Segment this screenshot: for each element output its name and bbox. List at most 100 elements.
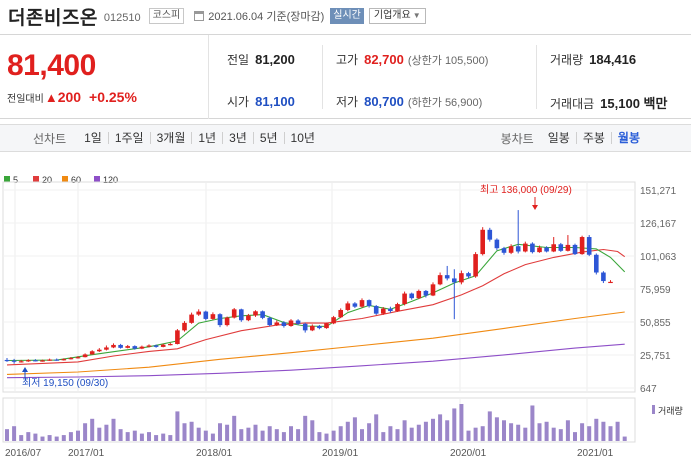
tab-5y[interactable]: 5년 xyxy=(254,132,285,144)
candle-body xyxy=(182,322,187,331)
candle-body xyxy=(437,275,443,285)
stat-high: 고가 82,700 (상한가 105,500) xyxy=(336,51,488,68)
volume-bar xyxy=(594,418,599,441)
volume-bar xyxy=(210,433,215,441)
volume-bar xyxy=(416,424,421,441)
x-tick-label: 2018/01 xyxy=(196,448,233,459)
volume-bar xyxy=(466,430,471,441)
candle-body xyxy=(537,247,542,253)
line-chart-label: 선차트 xyxy=(33,131,67,146)
ma60-line xyxy=(6,311,625,375)
candle-body xyxy=(366,300,372,307)
volume-bar xyxy=(352,417,357,441)
stock-name: 더존비즈온 xyxy=(8,7,98,29)
candle-body xyxy=(196,311,201,315)
volume-bar xyxy=(12,426,17,441)
stat-low: 저가 80,700 (하한가 56,900) xyxy=(336,93,482,110)
volume-bar xyxy=(374,414,379,441)
candle-body xyxy=(501,248,507,253)
min-annotation: 최저 19,150 (09/30) xyxy=(22,367,108,389)
candle-layer xyxy=(4,210,613,364)
volume-bar xyxy=(317,432,322,441)
volume-bar xyxy=(196,427,201,441)
candle-body xyxy=(224,317,230,326)
candle-body xyxy=(288,320,294,327)
candle-body xyxy=(395,304,400,312)
change-label: 전일대비 xyxy=(7,94,44,105)
volume-bar xyxy=(516,424,521,441)
ma-legend: 5 20 60 120 xyxy=(4,175,118,185)
candle-body xyxy=(331,317,336,324)
x-tick-label: 2020/01 xyxy=(450,448,487,459)
volume-bar xyxy=(267,426,272,441)
candle-body xyxy=(54,359,59,361)
y-tick-label: 647 xyxy=(640,384,657,395)
candle-body xyxy=(530,243,535,253)
tab-10y[interactable]: 10년 xyxy=(290,131,315,145)
volume-bar xyxy=(281,432,286,441)
candle-body xyxy=(373,306,379,314)
candle-chart-label: 봉차트 xyxy=(500,131,534,146)
market-badge: 코스피 xyxy=(148,8,185,24)
volume-bar xyxy=(558,429,563,441)
candle-body xyxy=(267,317,272,326)
current-price: 81,400 xyxy=(7,49,96,82)
candle-body xyxy=(444,275,450,279)
candle-body xyxy=(18,361,24,363)
candle-body xyxy=(11,360,17,362)
volume-bar xyxy=(480,426,485,441)
tab-3y[interactable]: 3년 xyxy=(223,132,254,144)
tab-1d[interactable]: 1일 xyxy=(78,132,109,144)
candle-body xyxy=(459,273,464,283)
volume-bar xyxy=(54,436,59,441)
candle-body xyxy=(210,314,216,319)
candle-body xyxy=(295,320,301,324)
ma60-legend-swatch xyxy=(62,176,68,182)
x-tick-label: 2019/01 xyxy=(322,448,359,459)
company-info-button[interactable]: 기업개요 ▼ xyxy=(368,8,426,24)
candle-body xyxy=(82,354,88,358)
tab-1y[interactable]: 1년 xyxy=(192,132,224,144)
high-value: 82,700 xyxy=(364,52,404,67)
volume-bar xyxy=(338,426,343,441)
volume-bar xyxy=(147,432,151,441)
y-tick-label: 50,855 xyxy=(640,318,671,329)
volume-bar xyxy=(409,427,414,441)
low-value: 80,700 xyxy=(364,94,404,109)
volume-bar xyxy=(487,411,492,441)
volume-bar xyxy=(225,424,230,441)
volume-bar xyxy=(580,423,585,441)
volume-bar xyxy=(83,423,88,441)
candle-body xyxy=(68,358,74,360)
candle-body xyxy=(565,244,571,251)
candle-body xyxy=(324,323,329,329)
min-annotation-label: 최저 19,150 (09/30) xyxy=(22,377,108,389)
realtime-button[interactable]: 실시간 xyxy=(330,8,364,24)
volume-bar xyxy=(523,427,528,441)
candle-body xyxy=(338,309,343,318)
volume-bar xyxy=(104,424,109,441)
candle-body xyxy=(452,278,457,283)
tab-weekly[interactable]: 주봉 xyxy=(577,132,612,144)
stat-divider xyxy=(536,45,537,109)
volume-bar xyxy=(452,408,457,441)
candle-body xyxy=(33,360,38,362)
candle-body xyxy=(423,290,429,296)
stat-divider xyxy=(322,45,323,109)
tab-3m[interactable]: 3개월 xyxy=(151,132,193,144)
tab-daily[interactable]: 일봉 xyxy=(542,132,577,144)
tab-monthly[interactable]: 월봉 xyxy=(617,131,640,145)
tab-1w[interactable]: 1주일 xyxy=(109,132,151,144)
max-annotation: 최고 136,000 (09/29) xyxy=(480,184,572,210)
ma120-line xyxy=(6,343,625,379)
volume-bar xyxy=(537,423,542,441)
volume-layer xyxy=(5,404,627,441)
volume-bar xyxy=(161,433,166,441)
volume-bar xyxy=(381,432,386,441)
y-axis-labels: 151,271 126,167 101,063 75,959 50,855 25… xyxy=(640,186,677,395)
candle-body xyxy=(160,344,166,347)
candle-body xyxy=(487,229,493,240)
candle-body xyxy=(75,357,81,359)
x-tick-label: 2017/01 xyxy=(68,448,105,459)
volume-bar xyxy=(502,420,506,441)
